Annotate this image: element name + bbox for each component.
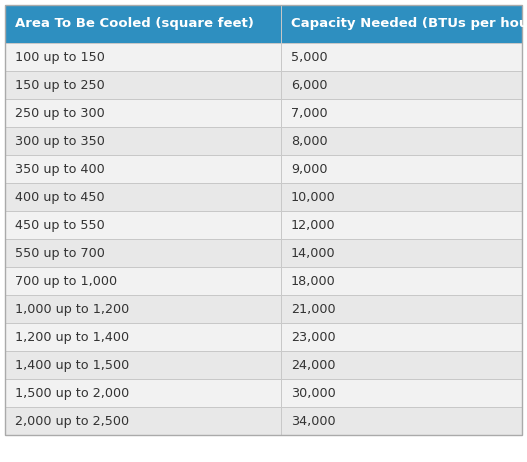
Text: 34,000: 34,000 — [291, 414, 336, 427]
Bar — [5, 183, 281, 211]
Bar — [281, 211, 522, 239]
Text: 10,000: 10,000 — [291, 190, 336, 203]
Bar — [5, 323, 281, 351]
Bar — [281, 239, 522, 267]
Text: 100 up to 150: 100 up to 150 — [15, 50, 105, 63]
Text: 1,500 up to 2,000: 1,500 up to 2,000 — [15, 387, 129, 400]
Text: 7,000: 7,000 — [291, 107, 328, 120]
Text: 21,000: 21,000 — [291, 303, 336, 316]
Text: 150 up to 250: 150 up to 250 — [15, 79, 105, 91]
Text: 350 up to 400: 350 up to 400 — [15, 163, 105, 176]
Text: 1,200 up to 1,400: 1,200 up to 1,400 — [15, 330, 129, 344]
Text: 6,000: 6,000 — [291, 79, 327, 91]
Text: 1,400 up to 1,500: 1,400 up to 1,500 — [15, 359, 129, 371]
Text: 30,000: 30,000 — [291, 387, 336, 400]
Bar — [281, 295, 522, 323]
Text: 18,000: 18,000 — [291, 274, 336, 287]
Bar — [5, 267, 281, 295]
Bar — [5, 351, 281, 379]
Bar — [281, 99, 522, 127]
Bar — [5, 71, 281, 99]
Text: 8,000: 8,000 — [291, 134, 328, 147]
Bar — [5, 239, 281, 267]
Text: Capacity Needed (BTUs per hour): Capacity Needed (BTUs per hour) — [291, 18, 527, 30]
Bar — [5, 5, 281, 43]
Text: 24,000: 24,000 — [291, 359, 336, 371]
Text: 14,000: 14,000 — [291, 247, 336, 260]
Bar — [281, 155, 522, 183]
Text: 9,000: 9,000 — [291, 163, 327, 176]
Text: 12,000: 12,000 — [291, 219, 336, 231]
Bar — [281, 407, 522, 435]
Text: 23,000: 23,000 — [291, 330, 336, 344]
Text: 450 up to 550: 450 up to 550 — [15, 219, 105, 231]
Bar — [281, 5, 522, 43]
Bar — [5, 379, 281, 407]
Bar — [5, 407, 281, 435]
Bar — [5, 295, 281, 323]
Bar — [281, 43, 522, 71]
Text: 1,000 up to 1,200: 1,000 up to 1,200 — [15, 303, 129, 316]
Bar — [5, 43, 281, 71]
Bar — [281, 351, 522, 379]
Bar — [281, 183, 522, 211]
Bar — [281, 127, 522, 155]
Text: 550 up to 700: 550 up to 700 — [15, 247, 105, 260]
Bar — [281, 71, 522, 99]
Text: Area To Be Cooled (square feet): Area To Be Cooled (square feet) — [15, 18, 254, 30]
Text: 5,000: 5,000 — [291, 50, 328, 63]
Bar — [281, 267, 522, 295]
Bar — [281, 379, 522, 407]
Bar — [281, 323, 522, 351]
Bar — [5, 99, 281, 127]
Bar — [5, 211, 281, 239]
Text: 700 up to 1,000: 700 up to 1,000 — [15, 274, 117, 287]
Text: 2,000 up to 2,500: 2,000 up to 2,500 — [15, 414, 129, 427]
Text: 400 up to 450: 400 up to 450 — [15, 190, 105, 203]
Bar — [5, 127, 281, 155]
Text: 300 up to 350: 300 up to 350 — [15, 134, 105, 147]
Text: 250 up to 300: 250 up to 300 — [15, 107, 105, 120]
Bar — [5, 155, 281, 183]
